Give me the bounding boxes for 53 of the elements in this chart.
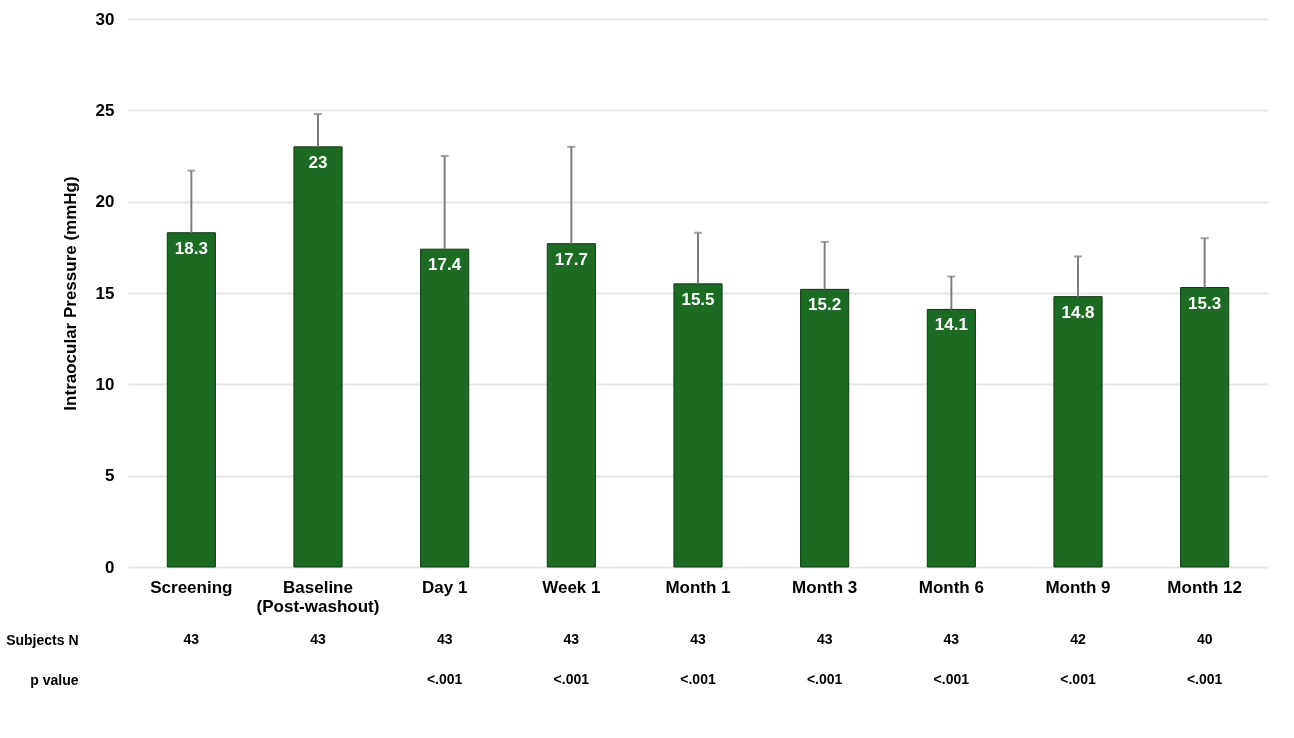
y-tick-label: 10 [95, 374, 115, 394]
text: 40 [1196, 631, 1213, 647]
data-label: 14.8 [1061, 302, 1095, 322]
text: <.001 [933, 671, 970, 687]
text: <.001 [680, 671, 716, 687]
x-tick-label: Baseline (Post-washout) [256, 577, 380, 616]
text: <.001 [1186, 671, 1223, 687]
y-axis-title: Intraocular Pressure (mmHg) [60, 176, 80, 411]
text: <.001 [1060, 671, 1096, 687]
x-tick-label: Month 3 [792, 577, 858, 597]
x-tick-label: Month 9 [1045, 577, 1111, 597]
bar [1180, 287, 1230, 568]
data-label: 15.5 [681, 289, 715, 309]
bar [293, 146, 343, 568]
bar [800, 288, 850, 568]
bar [166, 232, 216, 568]
data-label: 15.3 [1188, 293, 1222, 313]
y-tick-label: 0 [105, 557, 115, 577]
text: p value [30, 671, 79, 688]
text: 43 [436, 631, 453, 647]
text: <.001 [426, 671, 463, 687]
bar [420, 248, 470, 568]
data-label: 18.3 [174, 238, 208, 258]
x-tick-label: Week 1 [542, 577, 601, 597]
text: 43 [690, 631, 706, 647]
x-tick-label: Month 6 [918, 577, 984, 597]
text: 43 [183, 631, 200, 647]
data-label: 14.1 [934, 315, 968, 335]
data-label: 17.4 [428, 255, 462, 275]
data-label: 23 [308, 152, 328, 172]
y-tick-label: 30 [95, 9, 115, 29]
data-label: 17.7 [554, 249, 588, 269]
text: 43 [943, 631, 960, 647]
y-tick-label: 25 [95, 100, 115, 120]
bar [926, 308, 976, 568]
data-label: 15.2 [808, 295, 842, 315]
text: 43 [816, 631, 833, 647]
bar [546, 243, 596, 568]
x-tick-label: Day 1 [421, 577, 468, 597]
x-tick-label: Month 1 [665, 577, 731, 597]
text: 43 [310, 631, 326, 647]
y-tick-label: 20 [95, 192, 115, 212]
text: Subjects N [6, 631, 79, 648]
text: 42 [1070, 631, 1086, 647]
bar [1053, 296, 1103, 568]
text: <.001 [553, 671, 590, 687]
text: <.001 [806, 671, 843, 687]
x-tick-label: Month 12 [1167, 577, 1242, 597]
y-tick-label: 15 [95, 283, 115, 303]
bar [673, 283, 723, 568]
y-tick-label: 5 [105, 466, 115, 486]
text: 43 [563, 631, 580, 647]
x-tick-label: Screening [150, 577, 233, 597]
